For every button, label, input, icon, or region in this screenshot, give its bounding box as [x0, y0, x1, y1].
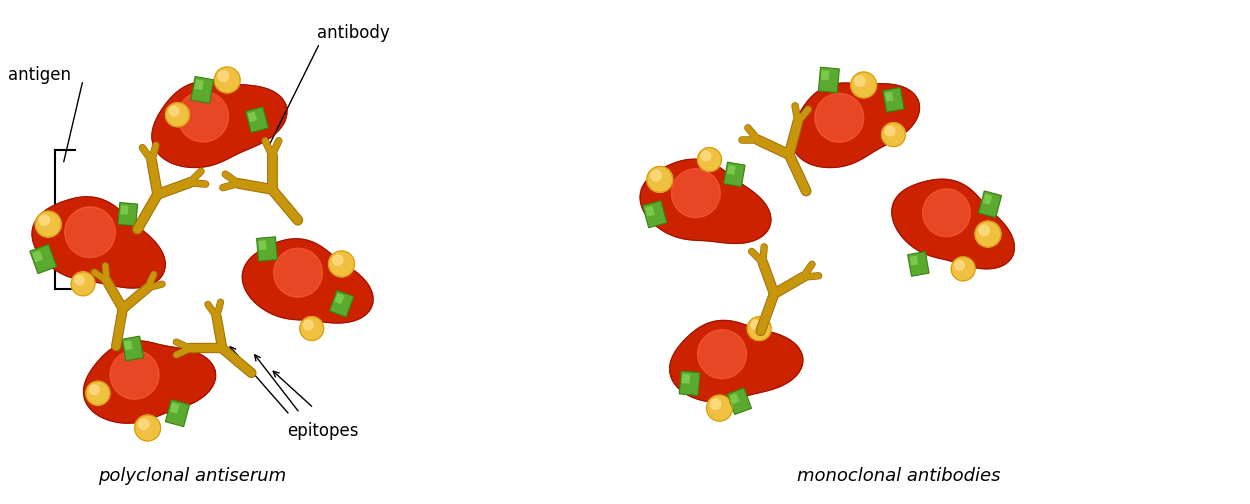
FancyBboxPatch shape	[645, 206, 655, 217]
Polygon shape	[670, 321, 802, 402]
Polygon shape	[791, 83, 920, 167]
Polygon shape	[698, 330, 746, 379]
FancyBboxPatch shape	[908, 251, 929, 276]
FancyBboxPatch shape	[118, 203, 138, 226]
FancyBboxPatch shape	[30, 244, 56, 274]
FancyBboxPatch shape	[821, 70, 830, 81]
Polygon shape	[891, 179, 1015, 269]
Circle shape	[706, 395, 732, 421]
Circle shape	[955, 261, 964, 270]
Polygon shape	[177, 91, 229, 142]
Circle shape	[219, 71, 229, 81]
Polygon shape	[110, 350, 159, 399]
FancyBboxPatch shape	[32, 250, 43, 262]
Circle shape	[710, 399, 721, 409]
Polygon shape	[815, 93, 864, 142]
Text: monoclonal antibodies: monoclonal antibodies	[796, 467, 1000, 485]
FancyBboxPatch shape	[330, 290, 354, 317]
Circle shape	[751, 320, 760, 330]
FancyBboxPatch shape	[679, 371, 700, 396]
Circle shape	[881, 122, 905, 147]
Circle shape	[300, 317, 324, 341]
Text: antibody: antibody	[316, 24, 390, 42]
FancyBboxPatch shape	[195, 80, 204, 90]
Polygon shape	[152, 81, 288, 167]
Circle shape	[169, 106, 179, 116]
Circle shape	[951, 257, 975, 281]
Circle shape	[651, 170, 661, 181]
Circle shape	[214, 67, 240, 93]
Circle shape	[851, 72, 876, 98]
FancyBboxPatch shape	[730, 393, 740, 404]
Circle shape	[165, 103, 190, 127]
FancyBboxPatch shape	[979, 191, 1001, 218]
FancyBboxPatch shape	[170, 403, 180, 414]
FancyBboxPatch shape	[248, 111, 258, 122]
Circle shape	[885, 127, 895, 136]
Circle shape	[698, 148, 721, 171]
Circle shape	[39, 215, 50, 225]
FancyBboxPatch shape	[728, 165, 736, 175]
Circle shape	[332, 255, 342, 265]
FancyBboxPatch shape	[728, 388, 751, 414]
FancyBboxPatch shape	[335, 293, 344, 304]
FancyBboxPatch shape	[642, 201, 668, 228]
FancyBboxPatch shape	[165, 400, 190, 426]
Polygon shape	[274, 248, 322, 297]
Circle shape	[975, 221, 1001, 247]
Circle shape	[90, 385, 99, 395]
Circle shape	[135, 415, 160, 441]
Circle shape	[71, 272, 95, 296]
Circle shape	[701, 151, 711, 161]
FancyBboxPatch shape	[882, 88, 904, 112]
Polygon shape	[922, 189, 970, 237]
Polygon shape	[640, 159, 771, 243]
FancyBboxPatch shape	[910, 256, 919, 266]
FancyBboxPatch shape	[724, 162, 745, 187]
FancyBboxPatch shape	[259, 240, 266, 250]
FancyBboxPatch shape	[122, 336, 144, 361]
Circle shape	[748, 317, 771, 341]
FancyBboxPatch shape	[885, 92, 894, 102]
Text: antigen: antigen	[9, 66, 71, 84]
Polygon shape	[242, 239, 372, 323]
FancyBboxPatch shape	[819, 67, 839, 93]
Polygon shape	[65, 207, 115, 258]
FancyBboxPatch shape	[120, 205, 129, 215]
Circle shape	[75, 276, 84, 285]
FancyBboxPatch shape	[124, 340, 132, 350]
FancyBboxPatch shape	[245, 107, 269, 133]
Circle shape	[648, 166, 672, 193]
Circle shape	[329, 251, 355, 277]
Circle shape	[86, 382, 110, 405]
Polygon shape	[84, 341, 215, 423]
Circle shape	[979, 225, 989, 235]
Circle shape	[35, 211, 61, 237]
Text: polyclonal antiserum: polyclonal antiserum	[99, 467, 286, 485]
FancyBboxPatch shape	[256, 237, 278, 261]
Circle shape	[139, 419, 149, 429]
FancyBboxPatch shape	[982, 194, 992, 205]
FancyBboxPatch shape	[681, 374, 690, 384]
Polygon shape	[671, 169, 720, 218]
Circle shape	[855, 76, 865, 86]
Circle shape	[304, 320, 312, 330]
Text: epitopes: epitopes	[286, 422, 359, 440]
Polygon shape	[32, 197, 165, 288]
FancyBboxPatch shape	[191, 77, 214, 103]
